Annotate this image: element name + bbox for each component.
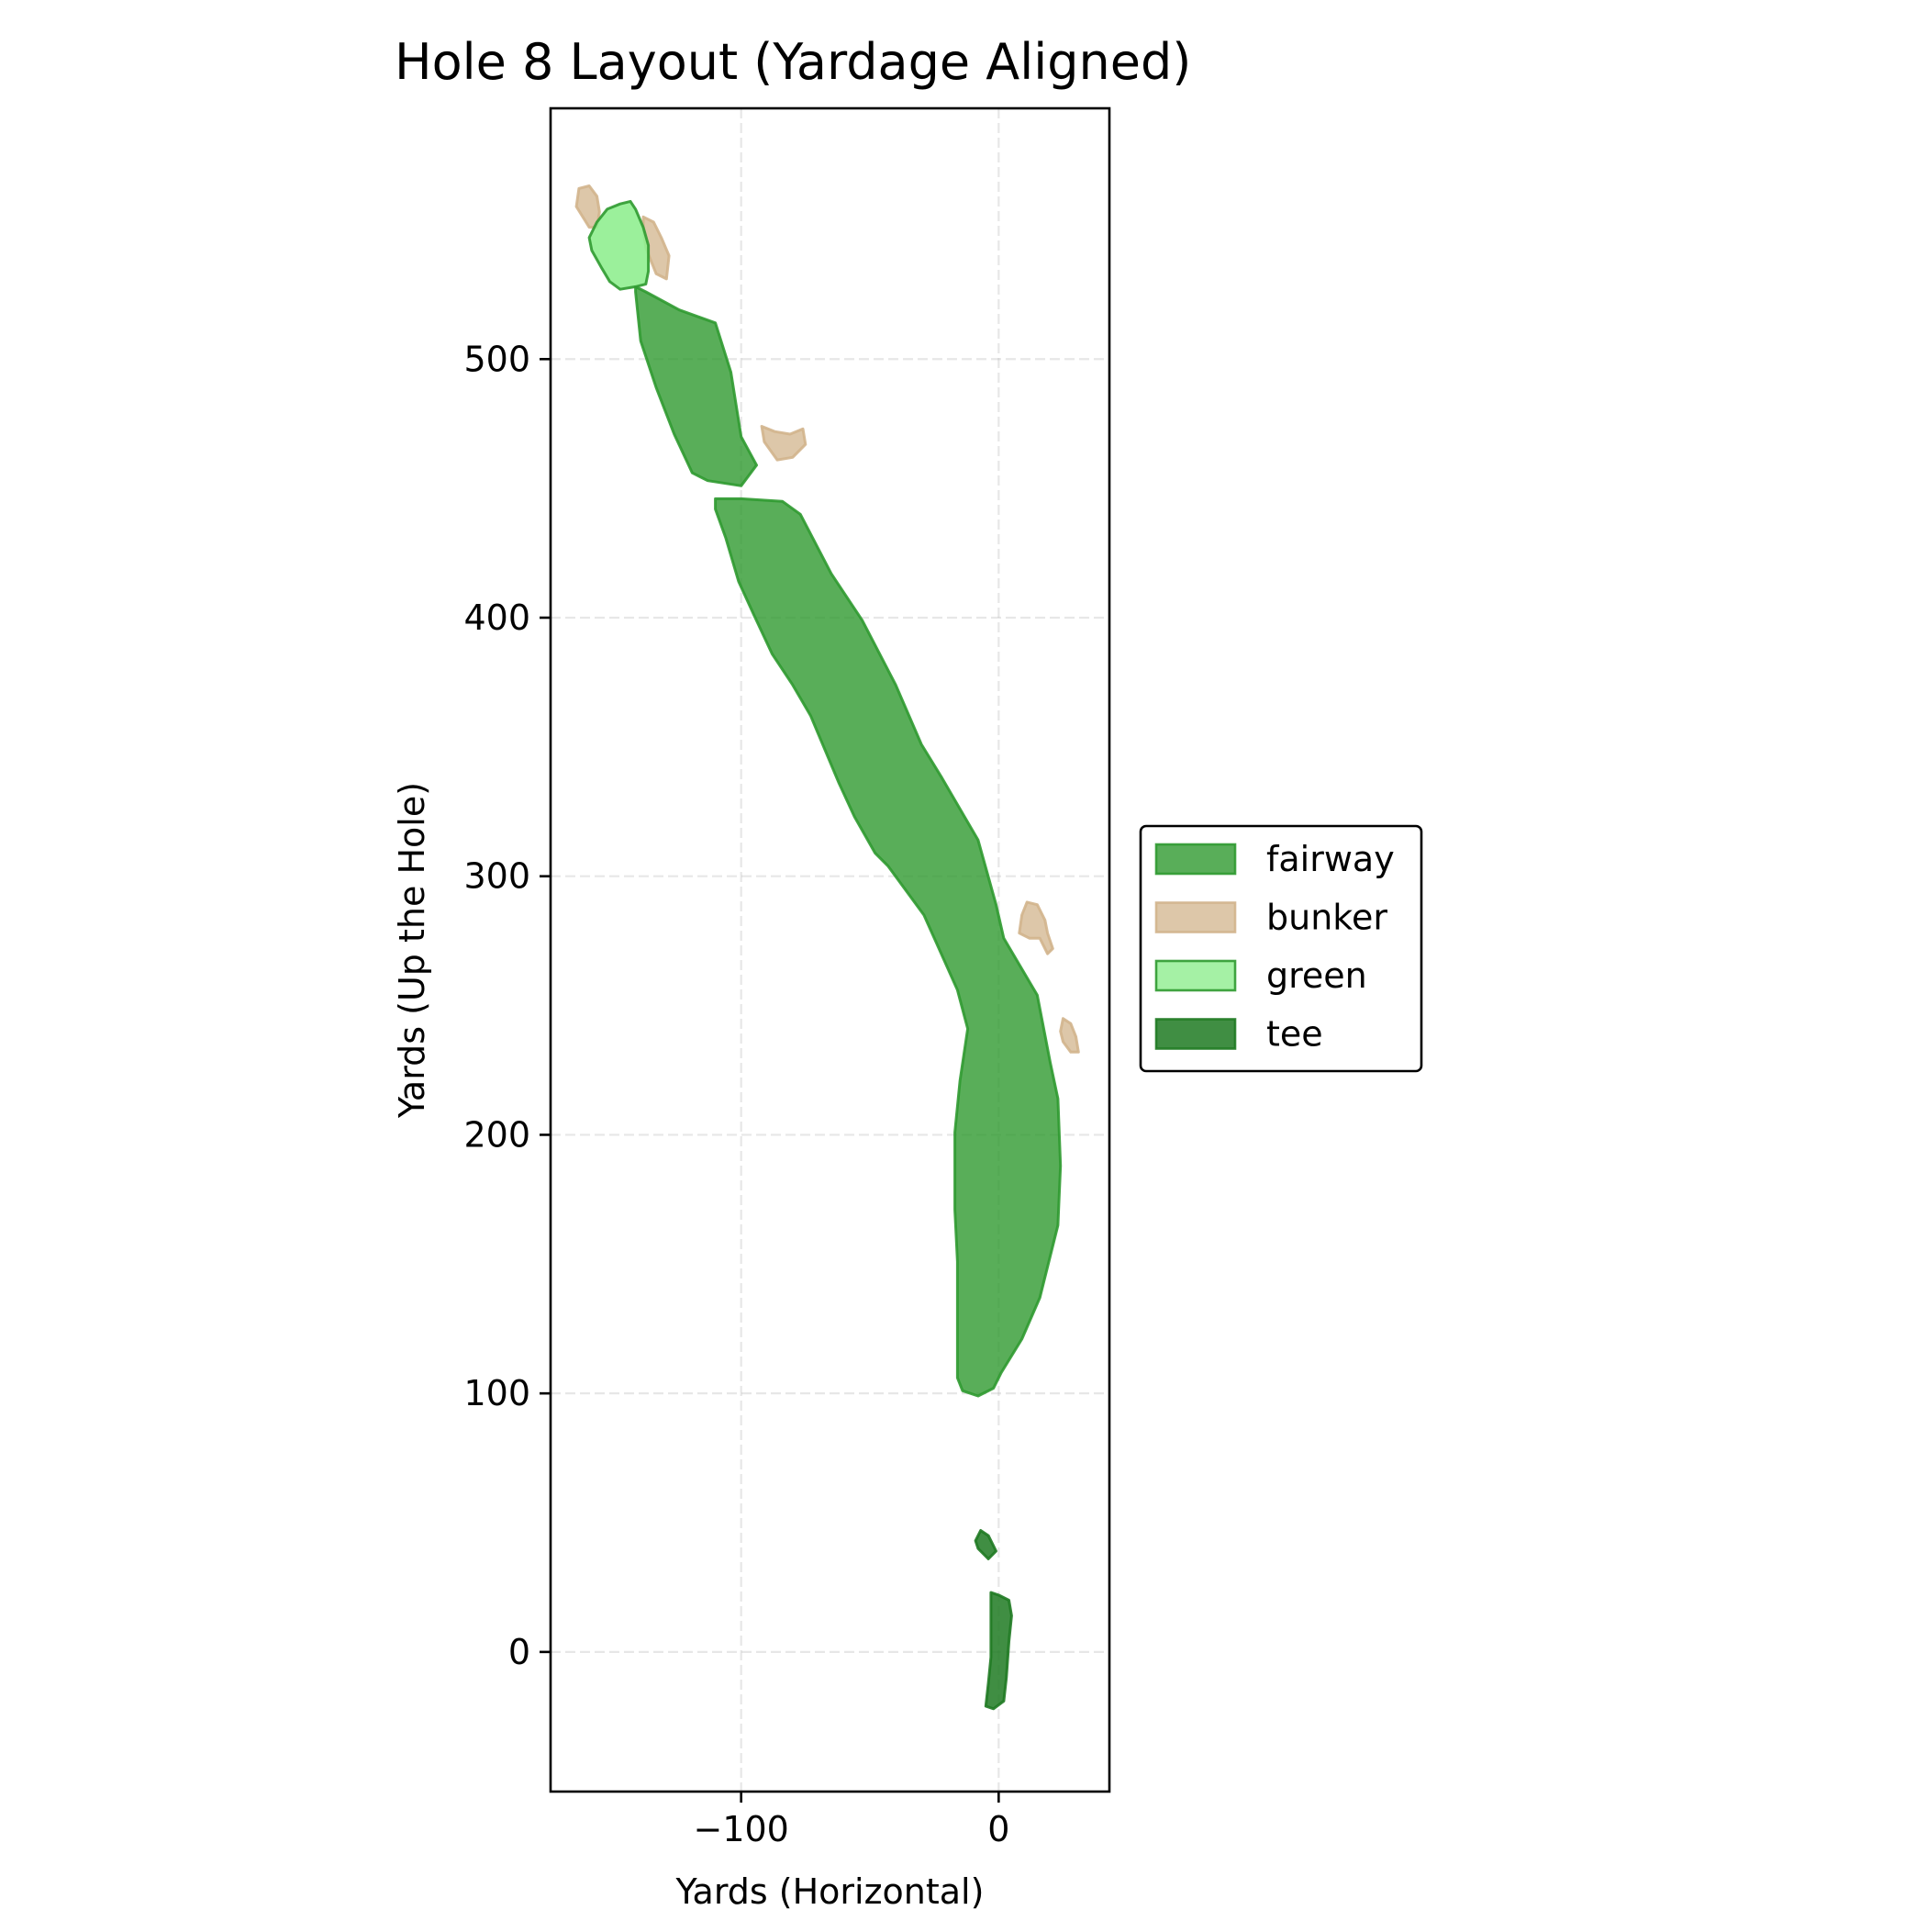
legend-label-bunker: bunker (1266, 898, 1387, 938)
tick-layer: −100 0 0 100 200 300 400 500 (463, 339, 1009, 1849)
legend-swatch-tee (1154, 1018, 1237, 1050)
fairway-polygon (714, 497, 1063, 1398)
bunker-polygon (760, 425, 808, 462)
bunker-polygon (1018, 900, 1054, 955)
y-tick-label: 300 (463, 856, 530, 897)
legend-swatch-fairway (1154, 843, 1237, 876)
y-tick-label: 100 (463, 1373, 530, 1413)
fairway-series (634, 285, 1063, 1398)
x-tick-label: −100 (693, 1809, 788, 1849)
y-axis-label: Yards (Up the Hole) (392, 782, 432, 1119)
y-tick-label: 0 (508, 1632, 530, 1672)
bunker-series (574, 184, 1080, 1054)
tee-polygon (984, 1591, 1013, 1711)
plot-layer (574, 184, 1080, 1711)
tee-polygon (974, 1529, 997, 1560)
y-tick-label: 200 (463, 1114, 530, 1155)
fairway-polygon (634, 285, 758, 487)
legend-frame (1139, 824, 1423, 1073)
legend: fairway bunker green tee (1139, 824, 1423, 1073)
green-series (587, 199, 651, 291)
y-tick-label: 500 (463, 339, 530, 379)
green-polygon (587, 199, 651, 291)
bunker-polygon (1059, 1017, 1080, 1054)
legend-swatch-green (1154, 959, 1237, 992)
x-axis-label: Yards (Horizontal) (675, 1871, 985, 1912)
legend-label-fairway: fairway (1266, 839, 1395, 879)
y-tick-label: 400 (463, 597, 530, 638)
tee-series (974, 1529, 1013, 1711)
legend-label-tee: tee (1266, 1014, 1323, 1055)
legend-label-green: green (1266, 955, 1367, 996)
legend-swatch-bunker (1154, 901, 1237, 933)
x-tick-label: 0 (987, 1809, 1009, 1849)
plot-frame (549, 106, 1111, 1793)
chart-title: Hole 8 Layout (Yardage Aligned) (395, 33, 1191, 91)
